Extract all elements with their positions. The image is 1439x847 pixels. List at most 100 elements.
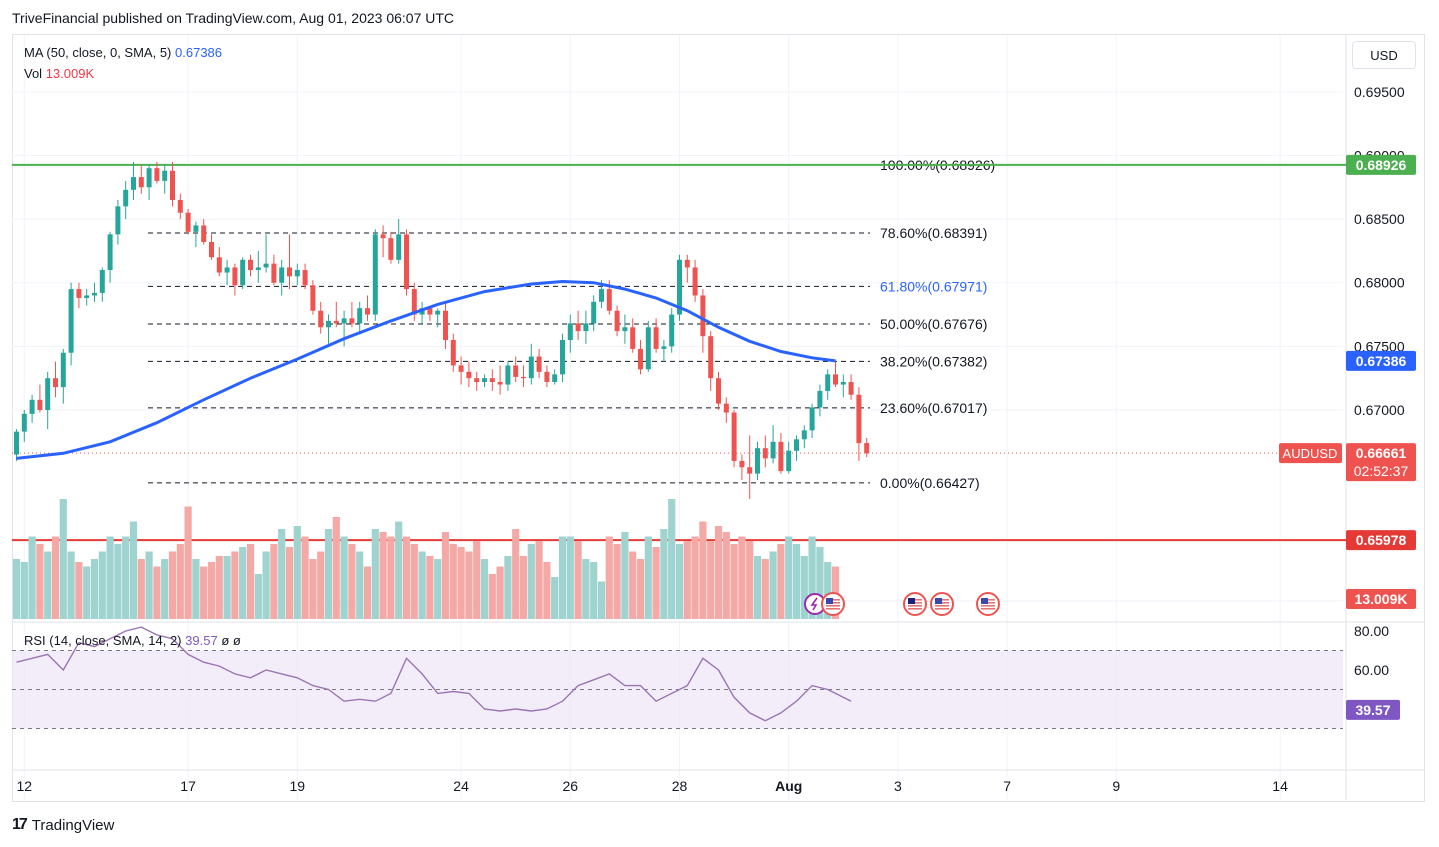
volume-bar [67, 551, 75, 619]
volume-bar [473, 541, 481, 619]
candle-body [606, 289, 612, 311]
volume-bar [402, 536, 411, 619]
green-level-badge-bg [1346, 154, 1416, 175]
fib-level-label: 23.60%(0.67017) [880, 400, 987, 416]
volume-bar [363, 566, 372, 619]
chart-frame[interactable] [12, 34, 1425, 802]
candle-body [778, 441, 784, 472]
candle-body [435, 310, 441, 315]
candle-body [770, 441, 776, 459]
candle-body [84, 295, 90, 298]
candle-body [450, 340, 456, 366]
time-axis-label: 24 [453, 778, 469, 794]
candle-body [684, 259, 690, 268]
vol-legend-value: 13.009K [45, 66, 95, 81]
volume-bar [270, 544, 278, 619]
volume-bar [223, 556, 231, 619]
volume-bar [746, 541, 754, 619]
us-flag-event-icon [930, 592, 954, 616]
candle-body [489, 378, 495, 382]
volume-bar [161, 559, 169, 619]
candle-body [162, 170, 168, 181]
volume-bar [785, 536, 793, 619]
candle-body [357, 308, 363, 324]
candle-body [170, 170, 175, 200]
candle-body [341, 318, 347, 324]
fib-level-label: 38.20%(0.67382) [880, 353, 987, 369]
volume-bar [504, 556, 512, 619]
candle-body [630, 327, 636, 349]
candle-body [146, 168, 152, 188]
candle-body [762, 448, 768, 459]
volume-bar [317, 551, 325, 619]
volume-bar [332, 517, 340, 619]
volume-bar [426, 556, 434, 619]
candle-body [154, 168, 160, 181]
volume-bar [207, 562, 216, 619]
candle-body [60, 352, 66, 388]
rsi-legend[interactable]: RSI (14, close, SMA, 14, 2) 39.57 ø ø [24, 633, 241, 648]
volume-bar [75, 562, 83, 619]
fib-level-label: 50.00%(0.67676) [880, 316, 987, 332]
volume-bar [278, 529, 286, 619]
volume-bar [621, 532, 629, 619]
volume-bar [239, 547, 247, 619]
candle-body [731, 412, 737, 461]
candle-body [92, 292, 97, 296]
ma-legend[interactable]: MA (50, close, 0, SMA, 5) 0.67386 [24, 45, 222, 60]
candle-body [458, 365, 464, 372]
tradingview-logo[interactable]: 17 TradingView [12, 816, 114, 834]
volume-bar [769, 551, 777, 619]
candle-body [279, 267, 285, 283]
time-axis-label: 3 [894, 778, 902, 794]
time-axis-label: 12 [17, 778, 33, 794]
volume-bar [582, 559, 590, 619]
candle-body [99, 270, 105, 293]
volume-bar [176, 544, 184, 619]
rsi-badge: 39.57 [1355, 702, 1390, 718]
volume-bar [613, 544, 621, 619]
volume-bar [441, 532, 450, 619]
us-flag-event-icon [976, 592, 1000, 616]
volume-bar [777, 544, 785, 619]
symbol-badge: AUDUSD [1283, 446, 1338, 461]
tradingview-logo-icon: 17 [12, 816, 28, 833]
candle-body [365, 308, 370, 315]
volume-bar [660, 529, 668, 619]
ma-legend-value: 0.67386 [175, 45, 223, 60]
volume-bar [324, 529, 333, 619]
candle-body [544, 371, 550, 382]
rsi-axis-label: 60.00 [1354, 662, 1389, 678]
candle-body [263, 263, 269, 268]
candle-body [661, 346, 667, 349]
volume-bar [51, 536, 60, 619]
volume-bar [356, 551, 364, 619]
candle-body [123, 189, 129, 207]
volume-bar [683, 541, 691, 619]
candle-body [817, 390, 823, 408]
volume-bar [636, 559, 645, 619]
candle-body [794, 439, 799, 451]
candle-body [255, 267, 261, 270]
candle-body [372, 234, 378, 315]
ma-legend-label: MA (50, close, 0, SMA, 5) [24, 45, 172, 60]
volume-bar [145, 551, 153, 619]
volume-bar [512, 529, 520, 619]
currency-button[interactable]: USD [1352, 41, 1416, 69]
last-price-badge-bg [1346, 443, 1416, 482]
volume-bar [192, 559, 200, 619]
candle-body [552, 374, 558, 382]
candle-body [677, 259, 682, 315]
moving-average-line [16, 279, 836, 460]
candle-body [567, 323, 573, 340]
candle-body [669, 314, 675, 347]
volume-bar [90, 559, 99, 619]
volume-bar [551, 577, 559, 619]
vol-legend[interactable]: Vol 13.009K [24, 66, 94, 81]
time-axis-label: 26 [563, 778, 579, 794]
countdown-badge: 02:52:37 [1354, 463, 1409, 479]
published-line: TriveFinancial published on TradingView.… [12, 10, 455, 26]
volume-bar [792, 544, 801, 619]
candle-body [240, 259, 246, 286]
